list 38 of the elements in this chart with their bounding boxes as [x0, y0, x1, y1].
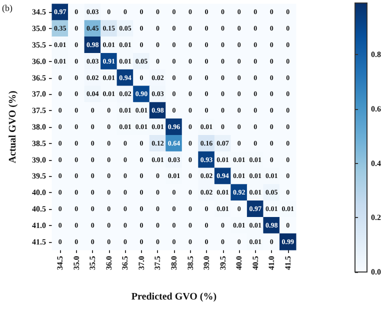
x-axis-title: Predicted GVO (%): [131, 292, 217, 302]
x-tick-label: 36.0: [104, 256, 114, 270]
color-bar-label: 0.6: [371, 104, 381, 114]
x-tick-label: 35.0: [72, 256, 81, 270]
x-tick-label: 38.5: [186, 256, 195, 270]
y-tick-label: 41.0: [32, 220, 46, 230]
x-tick-label: 34.5: [56, 256, 65, 270]
y-tick-label: 37.0: [32, 90, 46, 99]
y-tick-label: 38.5: [32, 138, 46, 148]
y-tick-label: 34.5: [32, 8, 46, 17]
color-bar-label: 0.0: [371, 268, 381, 276]
x-tick-label: 41.5: [283, 256, 292, 270]
x-tick-label: 39.5: [218, 256, 228, 270]
x-tick-label: 37.0: [136, 256, 146, 270]
x-tick-label: 41.0: [267, 256, 276, 270]
y-tick-label: 35.0: [32, 24, 46, 34]
color-bar-label: 0.2: [371, 213, 381, 222]
y-tick-label: 41.5: [32, 237, 46, 246]
x-tick-label: 35.5: [88, 256, 98, 270]
color-bar-label: 0.8: [371, 50, 381, 60]
x-tick-label: 39.0: [202, 256, 212, 270]
y-tick-label: 40.5: [32, 204, 46, 214]
y-tick-label: 38.0: [32, 122, 46, 132]
x-tick-label: 40.5: [250, 256, 260, 270]
x-tick-label: 37.5: [153, 256, 162, 270]
y-tick-label: 37.5: [32, 106, 46, 116]
x-tick-label: 40.0: [234, 256, 244, 270]
y-tick-label: 36.0: [32, 56, 46, 66]
color-bar-label: 0.4: [371, 158, 381, 168]
text: (b): [2, 3, 12, 13]
y-tick-label: 35.5: [32, 40, 46, 50]
y-tick-label: 39.5: [32, 172, 46, 181]
y-axis-title: Actual GVO (%): [8, 90, 18, 164]
y-tick-label: 39.0: [32, 155, 46, 164]
x-tick-label: 36.5: [120, 256, 130, 270]
x-tick-label: 38.0: [170, 256, 178, 270]
y-tick-label: 36.5: [32, 73, 46, 82]
y-tick-label: 40.0: [32, 188, 46, 198]
